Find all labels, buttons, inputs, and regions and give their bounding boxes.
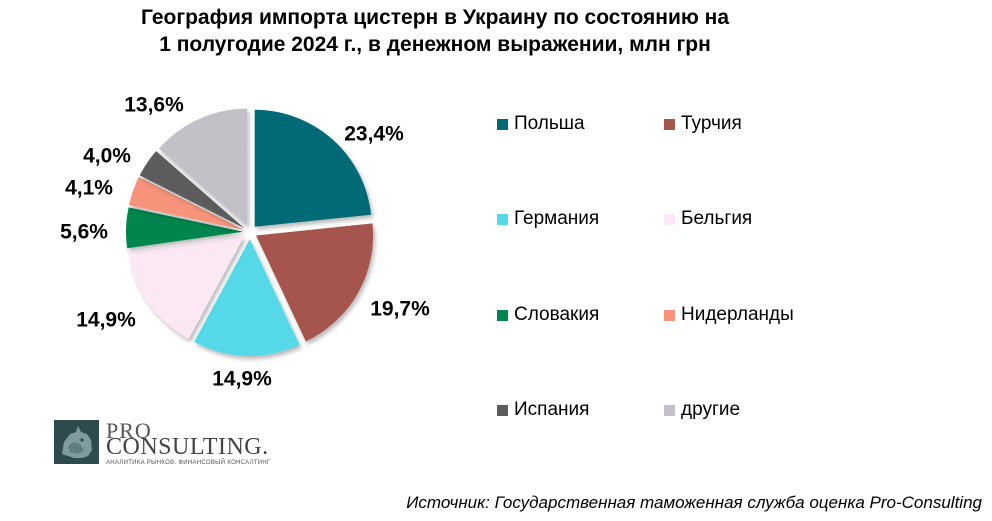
legend-item-2: Турчия (664, 113, 742, 134)
legend-label-8: другие (681, 399, 741, 420)
legend-item-5: Словакия (497, 304, 600, 325)
legend-item-3: Германия (497, 208, 600, 229)
slice-label-5: 5,6% (60, 221, 108, 244)
legend-label-5: Словакия (514, 304, 600, 325)
pie-slice-1 (254, 109, 372, 227)
pie-slice-7 (139, 151, 245, 229)
slice-label-2: 19,7% (370, 298, 430, 321)
legend-item-4: Бельгия (664, 208, 753, 229)
legend-swatch-8 (664, 404, 675, 416)
pie-slice-5 (126, 207, 243, 249)
pie-slice-6 (128, 176, 244, 230)
pie-slice-8 (158, 108, 248, 226)
pie-slice-3 (194, 239, 300, 357)
legend-label-1: Польша (514, 113, 585, 134)
slice-label-1: 23,4% (344, 123, 404, 146)
legend-swatch-2 (664, 118, 675, 130)
pie-slice-4 (128, 236, 245, 339)
chart-title-line-2: 1 полугодие 2024 г., в денежном выражени… (159, 33, 711, 56)
legend-label-4: Бельгия (681, 208, 753, 229)
legend-swatch-7 (497, 404, 508, 416)
logo-pro-text: PRO (106, 418, 152, 443)
slice-label-3: 14,9% (212, 368, 272, 391)
legend-item-8: другие (664, 399, 741, 420)
pie-slice-2 (256, 223, 374, 342)
legend-swatch-1 (497, 118, 508, 130)
slice-label-4: 14,9% (76, 309, 136, 332)
logo-consulting-text: CONSULTING. (106, 434, 269, 460)
rhino-logo-icon (54, 420, 99, 464)
legend-swatch-3 (497, 213, 508, 225)
slice-label-8: 13,6% (124, 94, 184, 117)
legend-label-6: Нидерланды (681, 304, 794, 325)
legend-item-1: Польша (497, 113, 585, 134)
logo-tagline: АНАЛИТИКА РЫНКОВ. ФИНАНСОВЫЙ КОНСАЛТИНГ (106, 460, 271, 466)
legend-label-2: Турчия (681, 113, 742, 134)
chart-title-line-1: География импорта цистерн в Украину по с… (140, 6, 729, 29)
legend-swatch-5 (497, 309, 508, 321)
legend-label-7: Испания (514, 399, 590, 420)
pro-consulting-logo: PRO CONSULTING. АНАЛИТИКА РЫНКОВ. ФИНАНС… (54, 418, 274, 468)
source-note: Источник: Государственная таможенная слу… (406, 493, 982, 512)
legend-swatch-4 (664, 213, 675, 225)
legend-label-3: Германия (514, 208, 600, 229)
chart-title: География импорта цистерн в Украину по с… (40, 4, 830, 58)
legend-item-6: Нидерланды (664, 304, 794, 325)
legend-item-7: Испания (497, 399, 590, 420)
legend-swatch-6 (664, 309, 675, 321)
slice-label-6: 4,1% (65, 177, 113, 200)
slice-label-7: 4,0% (83, 145, 131, 168)
